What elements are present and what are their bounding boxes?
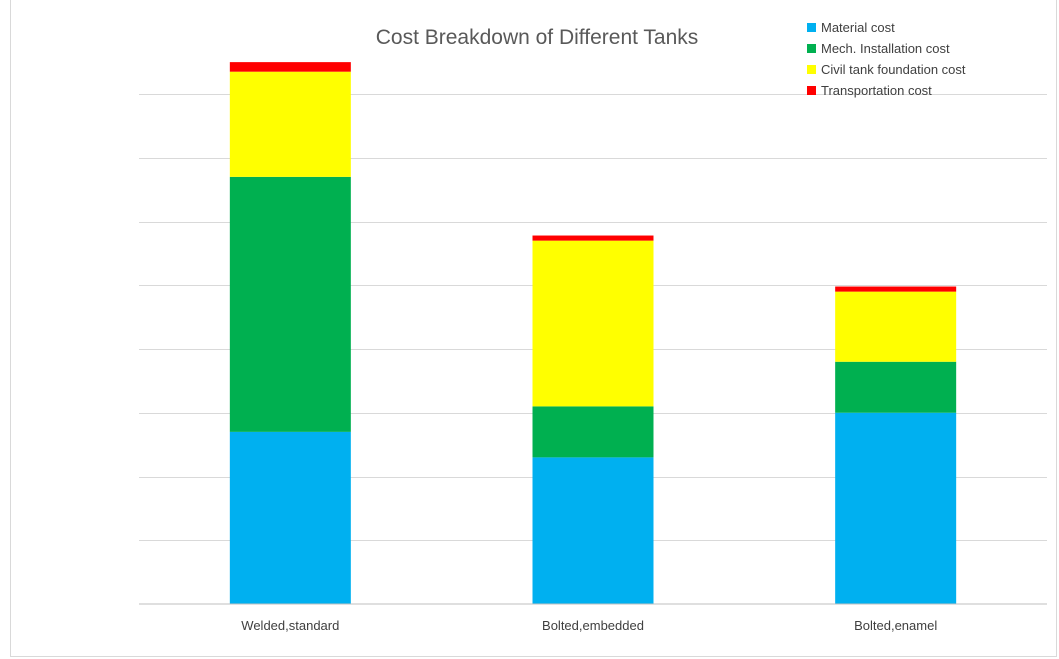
legend-label-3: Civil tank foundation cost [821,62,966,77]
bar-segment-2-2 [532,406,654,458]
legend-swatch-1 [807,23,816,32]
legend-swatch-2 [807,44,816,53]
bar-segment-3-2 [835,361,957,413]
bars [229,62,957,604]
bar-segment-2-1 [532,457,654,604]
bar-segment-3-3 [835,291,957,362]
bar-segment-2-4 [532,235,654,241]
bar-segment-1-3 [229,71,351,177]
bar-segment-1-1 [229,431,351,604]
x-tick-label-3: Bolted,enamel [854,618,937,633]
bar-segment-1-4 [229,62,351,72]
x-tick-label-2: Bolted,embedded [542,618,644,633]
x-tick-label-1: Welded,standard [241,618,339,633]
legend-swatch-3 [807,65,816,74]
legend-label-1: Material cost [821,20,895,35]
bar-segment-3-1 [835,412,957,604]
bar-segment-3-4 [835,286,957,292]
legend: Material cost Mech. Installation cost Civi… [807,20,966,98]
legend-label-4: Transportation cost [821,83,932,98]
bar-segment-2-3 [532,240,654,407]
bar-segment-1-2 [229,176,351,432]
chart-title: Cost Breakdown of Different Tanks [376,26,699,49]
legend-swatch-4 [807,86,816,95]
legend-label-2: Mech. Installation cost [821,41,950,56]
x-axis-tick-labels: Welded,standard Bolted,embedded Bolted,ena… [241,618,937,633]
